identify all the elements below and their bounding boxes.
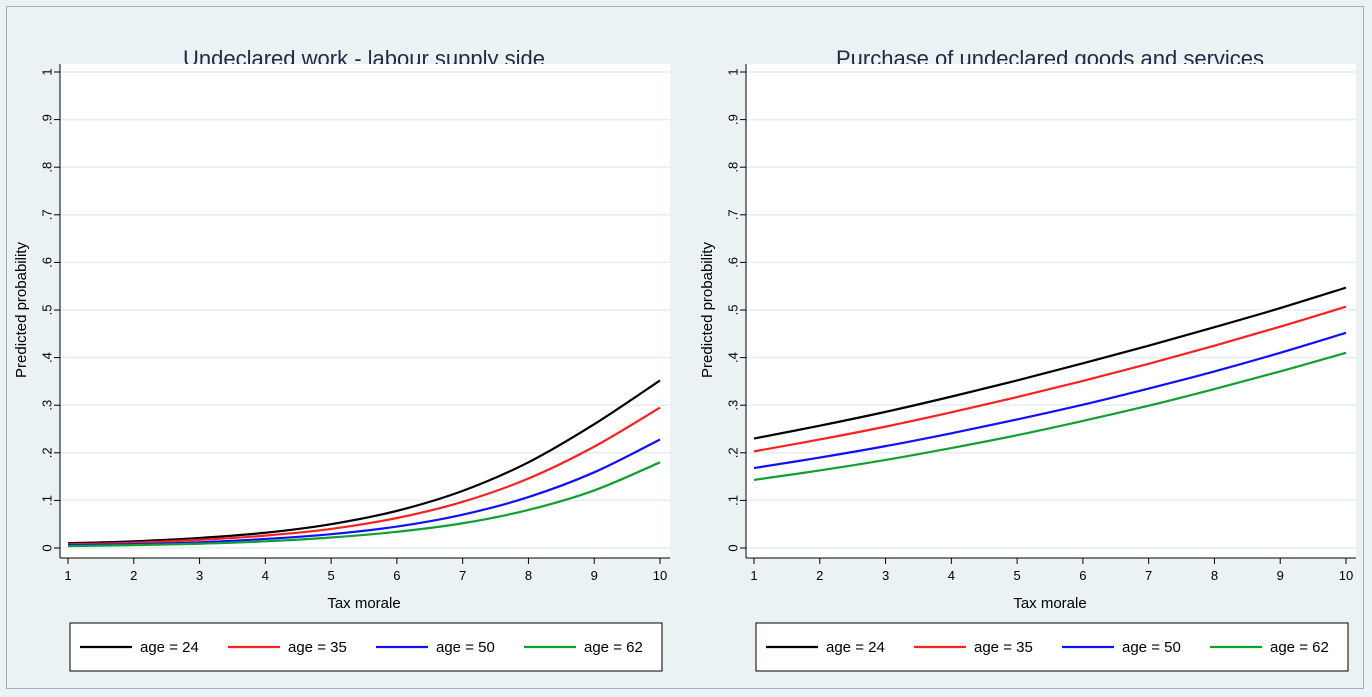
- x-axis-title: Tax morale: [1013, 595, 1086, 612]
- legend-label: age = 50: [436, 639, 495, 656]
- y-tick-label: .7: [39, 209, 54, 220]
- y-tick-label: .8: [725, 162, 740, 173]
- x-tick-label: 9: [1277, 568, 1284, 583]
- y-tick-label: .5: [39, 305, 54, 316]
- y-tick-label: .1: [39, 495, 54, 506]
- x-tick-label: 8: [1211, 568, 1218, 583]
- series-line-age-62: [67, 461, 661, 548]
- y-tick-label: .5: [725, 305, 740, 316]
- y-tick-label: .4: [725, 352, 740, 363]
- y-tick-label: .9: [39, 114, 54, 125]
- x-tick-label: 6: [393, 568, 400, 583]
- plot-area: [746, 64, 1356, 558]
- x-tick-label: 5: [1013, 568, 1020, 583]
- legend-label: age = 62: [1270, 639, 1329, 656]
- x-tick-label: 7: [1145, 568, 1152, 583]
- x-tick-label: 1: [750, 568, 757, 583]
- x-tick-label: 2: [130, 568, 137, 583]
- figure-frame: [6, 6, 1364, 689]
- x-tick-label: 1: [64, 568, 71, 583]
- series-line-age-35: [753, 305, 1347, 453]
- plot-area: [60, 64, 670, 558]
- y-tick-label: .2: [39, 447, 54, 458]
- x-tick-label: 10: [1339, 568, 1353, 583]
- y-tick-label: .8: [39, 162, 54, 173]
- y-tick-label: .3: [725, 400, 740, 411]
- series-line-age-62: [753, 351, 1347, 482]
- legend-label: age = 24: [826, 639, 885, 656]
- y-tick-label: .7: [725, 209, 740, 220]
- chart-panel-labour-supply: Undeclared work - labour supply side0.1.…: [13, 46, 670, 672]
- x-tick-label: 8: [525, 568, 532, 583]
- y-tick-label: 0: [39, 544, 54, 551]
- y-tick-label: 0: [725, 544, 740, 551]
- x-tick-label: 10: [653, 568, 667, 583]
- y-tick-label: .4: [39, 352, 54, 363]
- y-tick-label: .6: [725, 257, 740, 268]
- x-axis-title: Tax morale: [327, 595, 400, 612]
- y-tick-label: .3: [39, 400, 54, 411]
- x-tick-label: 5: [327, 568, 334, 583]
- legend-label: age = 35: [288, 639, 347, 656]
- y-tick-label: 1: [725, 68, 740, 75]
- y-tick-label: .1: [725, 495, 740, 506]
- x-tick-label: 6: [1079, 568, 1086, 583]
- chart-panel-purchase: Purchase of undeclared goods and service…: [699, 46, 1356, 672]
- y-axis-title: Predicted probability: [13, 242, 30, 378]
- x-tick-label: 2: [816, 568, 823, 583]
- series-line-age-24: [67, 379, 661, 545]
- x-tick-label: 3: [882, 568, 889, 583]
- legend-label: age = 35: [974, 639, 1033, 656]
- x-tick-label: 7: [459, 568, 466, 583]
- legend-label: age = 50: [1122, 639, 1181, 656]
- series-line-age-24: [753, 286, 1347, 440]
- x-tick-label: 3: [196, 568, 203, 583]
- series-line-age-50: [753, 331, 1347, 470]
- x-tick-label: 4: [948, 568, 955, 583]
- legend-label: age = 62: [584, 639, 643, 656]
- y-tick-label: 1: [39, 68, 54, 75]
- y-axis-title: Predicted probability: [699, 242, 716, 378]
- x-tick-label: 4: [262, 568, 269, 583]
- series-line-age-35: [67, 406, 661, 546]
- y-tick-label: .6: [39, 257, 54, 268]
- y-tick-label: .9: [725, 114, 740, 125]
- y-tick-label: .2: [725, 447, 740, 458]
- x-tick-label: 9: [591, 568, 598, 583]
- legend-label: age = 24: [140, 639, 199, 656]
